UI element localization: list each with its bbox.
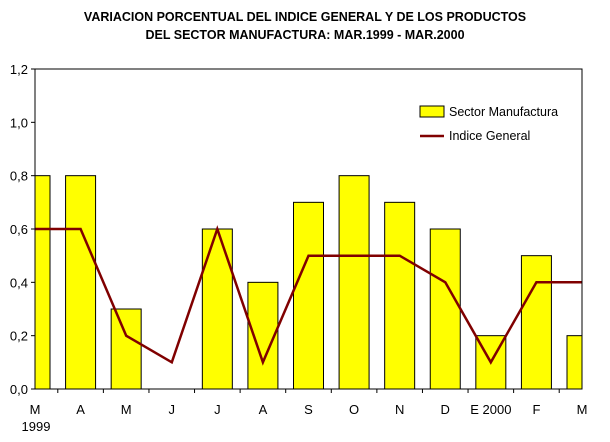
bars-layer <box>34 175 583 390</box>
x-tick-label-4: J <box>214 402 221 417</box>
bar-11 <box>520 255 552 390</box>
bar-6 <box>293 201 324 390</box>
bar-7 <box>338 175 370 390</box>
y-tick-label-6: 1,2 <box>10 62 28 77</box>
bar-8 <box>384 201 416 390</box>
x-tick-label-3: J <box>169 402 176 417</box>
x-tick-label-0: M <box>30 402 41 417</box>
legend-swatch-sector-manufactura <box>419 105 445 118</box>
x-tick-label-10: E 2000 <box>470 402 511 417</box>
y-tick-label-2: 0,4 <box>10 275 28 290</box>
x-tick-label-5: A <box>259 402 268 417</box>
x-tick-label-9: D <box>441 402 450 417</box>
x-tick-label-8: N <box>395 402 404 417</box>
chart-title-line-1: VARIACION PORCENTUAL DEL INDICE GENERAL … <box>83 10 527 24</box>
x-tick-label-6: S <box>304 402 313 417</box>
chart-title: VARIACION PORCENTUAL DEL INDICE GENERAL … <box>0 8 610 44</box>
x-tick-label-1: A <box>76 402 85 417</box>
x-year-label: 1999 <box>22 419 51 434</box>
y-tick-label-3: 0,6 <box>10 222 28 237</box>
y-tick-label-1: 0,2 <box>10 329 28 344</box>
bar-2 <box>110 308 142 390</box>
y-tick-label-4: 0,8 <box>10 169 28 184</box>
bar-1 <box>65 175 97 390</box>
legend-label-sector-manufactura: Sector Manufactura <box>449 105 558 119</box>
bar-12 <box>566 335 583 390</box>
legend: Sector Manufactura Indice General <box>419 105 558 143</box>
x-tick-label-7: O <box>349 402 359 417</box>
y-tick-label-0: 0,0 <box>10 382 28 397</box>
x-tick-label-2: M <box>121 402 132 417</box>
bar-9 <box>429 228 461 390</box>
x-tick-label-12: M <box>577 402 588 417</box>
x-tick-label-11: F <box>532 402 540 417</box>
chart-title-line-2: DEL SECTOR MANUFACTURA: MAR.1999 - MAR.2… <box>145 28 465 42</box>
bar-4 <box>201 228 233 390</box>
axes-layer: 0,0 0,2 0,4 0,6 0,8 1,0 1,2 M A M J J A S O N D E 2000 F M 1… <box>10 62 588 434</box>
legend-label-indice-general: Indice General <box>449 129 530 143</box>
bar-0 <box>34 175 51 390</box>
y-tick-label-5: 1,0 <box>10 115 28 130</box>
